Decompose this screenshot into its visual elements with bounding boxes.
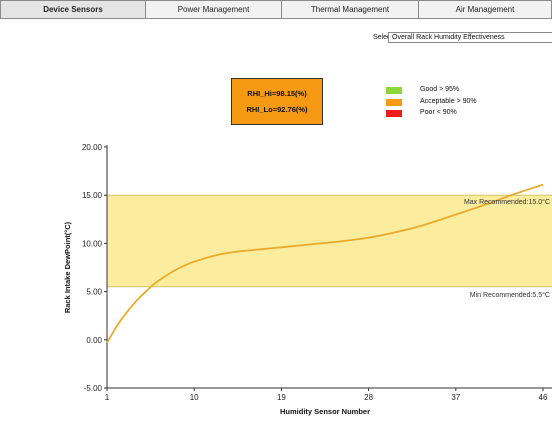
y-tick-label: 0.00 — [86, 336, 102, 345]
rhi-hi-value: RHI_Hi=98.15(%) — [247, 89, 307, 98]
metric-select[interactable]: Overall Rack Humidity Effectiveness — [388, 32, 552, 43]
legend-label-acceptable: Acceptable > 90% — [420, 97, 477, 105]
x-tick-label: 37 — [451, 393, 460, 402]
legend-swatch-poor — [386, 110, 402, 117]
y-tick-label: 10.00 — [82, 239, 103, 248]
x-tick-label: 46 — [539, 393, 548, 402]
y-tick-label: 15.00 — [82, 191, 103, 200]
dewpoint-series-line — [106, 183, 544, 344]
legend-label-poor: Poor < 90% — [420, 109, 457, 116]
y-axis-title: Rack Intake DewPoint(°C) — [63, 221, 72, 313]
tab-bar: Device Sensors Power Management Thermal … — [0, 0, 552, 19]
legend-swatch-good — [386, 87, 402, 94]
x-tick-label: 10 — [190, 393, 199, 402]
rhi-summary-box: RHI_Hi=98.15(%) RHI_Lo=92.76(%) — [231, 78, 323, 125]
x-tick-label: 19 — [277, 393, 286, 402]
select-label: Select — [373, 34, 393, 41]
axis-ticks: 20.00 15.00 10.00 5.00 0.00 -5.001 10 19 28 37 46 — [82, 143, 548, 402]
x-tick-label: 1 — [105, 393, 110, 402]
min-recommended-label: Min Recommended:5.5°C — [470, 291, 550, 299]
legend-label-good: Good > 95% — [420, 86, 460, 93]
max-recommended-label: Max Recommended:15.0°C — [464, 198, 550, 206]
x-axis-title: Humidity Sensor Number — [280, 407, 370, 416]
tab-air-management[interactable]: Air Management — [418, 0, 552, 19]
y-tick-label: -5.00 — [84, 384, 103, 393]
rhi-lo-value: RHI_Lo=92.76(%) — [246, 105, 308, 114]
x-tick-label: 28 — [364, 393, 373, 402]
legend-swatch-acceptable — [386, 98, 402, 106]
y-tick-label: 20.00 — [82, 143, 103, 152]
recommended-range-band — [107, 195, 552, 287]
y-tick-label: 5.00 — [86, 288, 102, 297]
